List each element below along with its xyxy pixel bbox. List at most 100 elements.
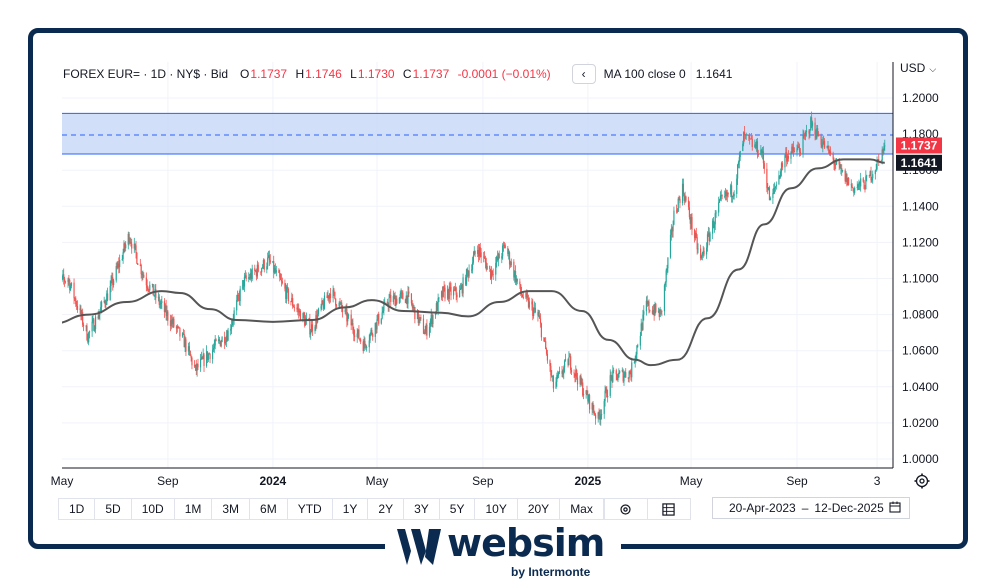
- candle-body: [88, 331, 91, 333]
- candle-body: [67, 279, 69, 282]
- candle-body: [368, 340, 370, 348]
- candle-body: [133, 243, 135, 249]
- candle-body: [703, 250, 705, 255]
- candle-body: [465, 277, 467, 285]
- candle-body: [564, 359, 567, 361]
- candle-body: [364, 340, 366, 345]
- price-band[interactable]: [62, 112, 893, 155]
- candle-body: [792, 147, 795, 152]
- candle-body: [128, 233, 130, 243]
- candle-body: [199, 358, 202, 368]
- range-button-6m[interactable]: 6M: [250, 499, 288, 519]
- candle-body: [790, 152, 792, 159]
- candle-body: [292, 306, 295, 308]
- candle-body: [390, 294, 392, 303]
- candle-body: [576, 369, 578, 378]
- candle-body: [453, 289, 456, 291]
- range-button-10y[interactable]: 10Y: [475, 499, 518, 519]
- candle-body: [140, 264, 142, 275]
- range-button-3m[interactable]: 3M: [212, 499, 251, 519]
- candle-body: [774, 187, 776, 189]
- candle-body: [122, 252, 124, 259]
- candle-body: [418, 318, 420, 324]
- candle-body: [880, 159, 882, 161]
- candle-body: [466, 269, 468, 272]
- candle-body: [545, 341, 547, 350]
- candle-body: [104, 301, 106, 305]
- calendar-icon[interactable]: [889, 501, 901, 516]
- chart-legend: FOREX EUR= · 1D · NY$ · Bid O1.1737 H1.1…: [63, 64, 732, 84]
- candle-body: [665, 270, 667, 283]
- candle-body: [406, 295, 408, 304]
- candle-body: [551, 376, 554, 377]
- candle-body: [672, 224, 674, 232]
- date-range-picker[interactable]: 20-Apr-2023 – 12-Dec-2025: [712, 497, 910, 519]
- range-button-ytd[interactable]: YTD: [287, 499, 333, 519]
- candle-body: [799, 151, 802, 155]
- candle-body: [701, 252, 703, 256]
- table-view-button[interactable]: [647, 499, 691, 519]
- range-button-1d[interactable]: 1D: [58, 499, 96, 519]
- time-axis[interactable]: May Sep 2024 May Sep 2025 May Sep 3: [51, 474, 881, 488]
- candle-body: [286, 286, 289, 289]
- candle-body: [304, 319, 307, 326]
- candle-body: [441, 291, 444, 297]
- candle-body: [731, 195, 734, 198]
- candle-body: [82, 312, 84, 325]
- candle-body: [281, 281, 283, 284]
- candle-body: [146, 285, 148, 288]
- candle-body: [98, 314, 100, 319]
- candle-body: [510, 261, 512, 266]
- candle-body: [352, 323, 354, 331]
- candle-body: [64, 281, 67, 283]
- range-button-3y[interactable]: 3Y: [404, 499, 440, 519]
- candle-body: [266, 266, 268, 270]
- range-button-5d[interactable]: 5D: [95, 499, 132, 519]
- candle-body: [105, 304, 107, 305]
- candle-body: [796, 148, 798, 153]
- candle-body: [477, 249, 479, 254]
- candlestick-series: [59, 111, 886, 426]
- chart-settings-button[interactable]: [913, 473, 931, 491]
- candle-body: [781, 163, 783, 168]
- candle-body: [798, 146, 800, 148]
- range-button-2y[interactable]: 2Y: [368, 499, 405, 519]
- settings-button[interactable]: [603, 499, 648, 519]
- chevron-down-icon: ⌵: [929, 64, 937, 74]
- candle-body: [811, 122, 814, 127]
- ma-label: MA 100 close 0: [603, 67, 686, 81]
- candle-body: [815, 135, 817, 139]
- candle-body: [761, 149, 763, 155]
- ma-legend[interactable]: MA 100 close 0 1.1641: [604, 67, 733, 81]
- range-button-max[interactable]: Max: [560, 499, 604, 519]
- candle-body: [700, 248, 702, 259]
- range-button-1y[interactable]: 1Y: [332, 499, 369, 519]
- range-button-1m[interactable]: 1M: [174, 499, 213, 519]
- range-button-20y[interactable]: 20Y: [517, 499, 561, 519]
- candle-body: [459, 290, 461, 298]
- range-button-5y[interactable]: 5Y: [439, 499, 476, 519]
- candle-body: [161, 301, 163, 303]
- candle-body: [201, 357, 203, 359]
- range-button-10d[interactable]: 10D: [131, 499, 175, 519]
- candle-body: [412, 307, 414, 309]
- collapse-legend-button[interactable]: ‹: [571, 64, 596, 84]
- candle-body: [695, 232, 697, 238]
- candle-body: [667, 257, 669, 269]
- candle-body: [357, 329, 359, 334]
- candle-body: [802, 135, 804, 155]
- candle-body: [358, 329, 360, 339]
- currency-selector[interactable]: USD ⌵: [900, 61, 936, 75]
- candle-body: [440, 291, 443, 298]
- close-label: C: [402, 67, 412, 81]
- candle-body: [519, 281, 521, 285]
- candle-body: [883, 146, 885, 151]
- candle-body: [484, 258, 487, 263]
- candle-body: [369, 333, 371, 341]
- candle-body: [865, 176, 867, 190]
- candle-body: [718, 199, 721, 203]
- price-tick-label: 1.2000: [902, 91, 939, 105]
- candle-body: [250, 273, 252, 279]
- candle-body: [59, 279, 60, 280]
